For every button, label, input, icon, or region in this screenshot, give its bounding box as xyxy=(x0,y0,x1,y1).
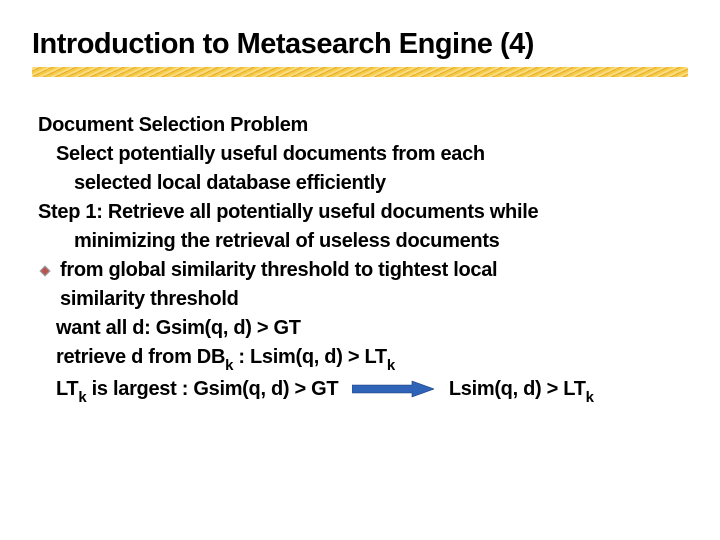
implies-arrow-icon xyxy=(352,380,434,398)
desc-line-1: Select potentially useful documents from… xyxy=(38,140,688,169)
title-underline xyxy=(32,67,688,83)
section-heading: Document Selection Problem xyxy=(38,111,688,140)
desc-line-2: selected local database efficiently xyxy=(38,169,688,198)
bullet-item: from global similarity threshold to tigh… xyxy=(38,256,688,314)
slide-title: Introduction to Metasearch Engine (4) xyxy=(32,28,688,61)
largest-line: LTk is largest : Gsim(q, d) > GT Lsim(q,… xyxy=(38,375,688,407)
retrieve-line: retrieve d from DBk : Lsim(q, d) > LTk xyxy=(38,343,688,375)
bullet-line-2: similarity threshold xyxy=(60,285,688,314)
bullet-line-1: from global similarity threshold to tigh… xyxy=(60,256,688,285)
diamond-bullet-icon xyxy=(38,264,52,278)
slide-content: Document Selection Problem Select potent… xyxy=(32,111,688,407)
step1-line-1: Step 1: Retrieve all potentially useful … xyxy=(38,198,688,227)
want-line: want all d: Gsim(q, d) > GT xyxy=(38,314,688,343)
step1-line-2: minimizing the retrieval of useless docu… xyxy=(38,227,688,256)
